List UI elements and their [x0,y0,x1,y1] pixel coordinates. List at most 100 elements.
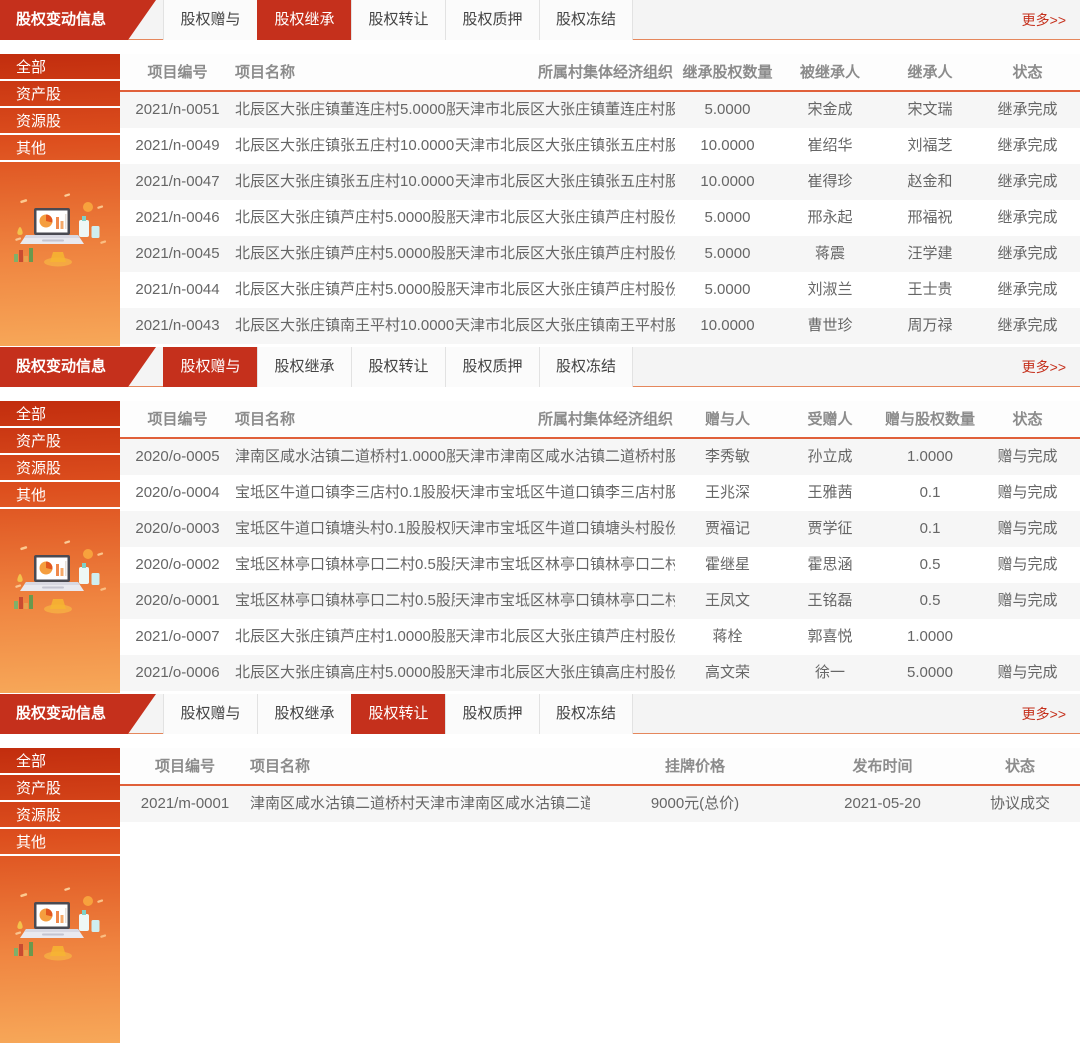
table-row[interactable]: 2020/o-0001 宝坻区林亭口镇林亭口二村0.5股股权赠与...天津市宝坻区… [120,583,1080,619]
table-cell: 赠与完成 [997,592,1058,609]
table-cell: 0.5 [919,592,941,609]
table-cell: 5.0000 [704,209,751,226]
table-cell: 王雅茜 [807,484,853,501]
sidebar-item-all[interactable]: 全部 [0,748,120,775]
table-row[interactable]: 2020/o-0002 宝坻区林亭口镇林亭口二村0.5股股权赠与...天津市宝坻区… [120,547,1080,583]
table-cell: 赠与完成 [997,520,1058,537]
sidebar-item-resource[interactable]: 资源股 [0,455,120,482]
table-header-row: 项目编号 项目名称 所属村集体经济组织 赠与人 受赠人 赠与股权数量 状态 [120,401,1080,439]
table-cell: 崔得珍 [807,173,853,190]
tab-bar: 股权赠与 股权继承 股权转让 股权质押 股权冻结 [163,694,633,734]
sidebar-item-all[interactable]: 全部 [0,401,120,428]
table-cell: 10.0000 [700,173,755,190]
tab-equity-pledge[interactable]: 股权质押 [445,347,539,387]
table-cell: 2020/o-0004 [135,484,220,501]
table-cell: 北辰区大张庄镇高庄村5.0000股股权赠与... [235,664,455,681]
col-header: 项目编号 [147,64,208,81]
transfer-table: 项目编号 项目名称 挂牌价格 发布时间 状态 2021/m-0001 津南区咸水沽… [120,748,1080,1043]
table-row[interactable]: 2020/o-0005 津南区咸水沽镇二道桥村1.0000股股权赠...天津市津南… [120,439,1080,475]
panel-inheritance: 股权变动信息 股权赠与 股权继承 股权转让 股权质押 股权冻结 更多>> 全部 … [0,0,1080,346]
table-cell: 王士贵 [907,281,953,298]
table-row[interactable]: 2021/n-0049 北辰区大张庄镇张五庄村10.0000股股权继...天津市北… [120,128,1080,164]
tab-equity-pledge[interactable]: 股权质押 [445,694,539,734]
table-cell: 2021/n-0045 [135,245,220,262]
table-cell: 宝坻区林亭口镇林亭口二村0.5股股权赠与... [235,592,455,609]
table-row[interactable]: 2021/n-0045 北辰区大张庄镇芦庄村5.0000股股权继承...天津市北辰… [120,236,1080,272]
table-cell: 10.0000 [700,317,755,334]
table-cell: 李秀敏 [704,448,750,465]
table-cell: 北辰区大张庄镇芦庄村1.0000股股权赠与... [235,628,455,645]
table-cell: 霍继星 [704,556,750,573]
table-cell: 北辰区大张庄镇南王平村10.0000股股权继... [235,317,455,334]
table-cell: 10.0000 [700,137,755,154]
table-cell: 王兆深 [704,484,750,501]
tab-equity-gift[interactable]: 股权赠与 [163,347,257,387]
table-cell: 蒋栓 [712,628,743,645]
sidebar-item-other[interactable]: 其他 [0,482,120,509]
table-cell: 宝坻区牛道口镇塘头村0.1股股权赠与项目 [235,520,455,537]
section-header: 股权变动信息 股权赠与 股权继承 股权转让 股权质押 股权冻结 更多>> [0,694,1080,734]
tab-equity-transfer[interactable]: 股权转让 [351,0,445,40]
panel-gift: 股权变动信息 股权赠与 股权继承 股权转让 股权质押 股权冻结 更多>> 全部 … [0,347,1080,693]
category-sidebar: 全部 资产股 资源股 其他 [0,401,120,693]
tab-equity-inherit[interactable]: 股权继承 [257,694,351,734]
more-link[interactable]: 更多>> [1021,359,1066,375]
table-cell: 天津市北辰区大张庄镇芦庄村股份... [455,209,675,226]
table-cell: 赠与完成 [997,448,1058,465]
section-body: 全部 资产股 资源股 其他 [0,401,1080,693]
tab-equity-inherit[interactable]: 股权继承 [257,347,351,387]
table-row[interactable]: 2021/o-0007 北辰区大张庄镇芦庄村1.0000股股权赠与...天津市北辰… [120,619,1080,655]
tab-equity-inherit[interactable]: 股权继承 [257,0,351,40]
col-header: 赠与股权数量 [884,411,975,428]
sidebar-item-resource[interactable]: 资源股 [0,802,120,829]
tab-equity-gift[interactable]: 股权赠与 [163,0,257,40]
table-header-row: 项目编号 项目名称 挂牌价格 发布时间 状态 [120,748,1080,786]
table-cell: 2021/n-0044 [135,281,220,298]
more-link[interactable]: 更多>> [1021,706,1066,722]
sidebar-item-asset[interactable]: 资产股 [0,775,120,802]
table-cell: 天津市北辰区大张庄镇芦庄村股份... [455,245,675,262]
more-link[interactable]: 更多>> [1021,12,1066,28]
table-cell: 周万禄 [907,317,953,334]
table-cell: 5.0000 [704,101,751,118]
table-cell: 北辰区大张庄镇芦庄村5.0000股股权继承... [235,245,455,262]
sidebar-item-asset[interactable]: 资产股 [0,428,120,455]
tab-equity-freeze[interactable]: 股权冻结 [539,694,633,734]
table-cell: 2021/o-0006 [135,664,220,681]
tab-equity-gift[interactable]: 股权赠与 [163,694,257,734]
category-sidebar: 全部 资产股 资源股 其他 [0,54,120,346]
table-cell: 赠与完成 [997,484,1058,501]
table-cell: 北辰区大张庄镇芦庄村5.0000股股权继承... [235,281,455,298]
sidebar-item-asset[interactable]: 资产股 [0,81,120,108]
table-row[interactable]: 2021/m-0001 津南区咸水沽镇二道桥村天津市津南区咸水沽镇二道桥村股份经.… [120,786,1080,822]
sidebar-item-resource[interactable]: 资源股 [0,108,120,135]
sidebar-item-other[interactable]: 其他 [0,829,120,856]
table-row[interactable]: 2021/n-0044 北辰区大张庄镇芦庄村5.0000股股权继承...天津市北辰… [120,272,1080,308]
table-cell: 2021/n-0051 [135,101,220,118]
table-cell: 继承完成 [997,101,1058,118]
table-cell: 刘福芝 [907,137,953,154]
table-row[interactable]: 2021/o-0006 北辰区大张庄镇高庄村5.0000股股权赠与...天津市北辰… [120,655,1080,691]
tab-equity-transfer[interactable]: 股权转让 [351,694,445,734]
charts-illustration [12,886,108,970]
tab-equity-pledge[interactable]: 股权质押 [445,0,539,40]
table-row[interactable]: 2021/n-0047 北辰区大张庄镇张五庄村10.0000股股权继...天津市北… [120,164,1080,200]
tab-equity-freeze[interactable]: 股权冻结 [539,347,633,387]
table-row[interactable]: 2020/o-0004 宝坻区牛道口镇李三店村0.1股股权赠与项目天津市宝坻区牛道… [120,475,1080,511]
table-cell: 汪学建 [907,245,953,262]
sidebar-item-all[interactable]: 全部 [0,54,120,81]
table-cell [980,619,1075,655]
table-cell: 继承完成 [997,245,1058,262]
table-cell: 协议成交 [989,795,1050,812]
col-header: 受赠人 [807,411,853,428]
table-cell: 2021-05-20 [844,795,921,812]
tab-equity-freeze[interactable]: 股权冻结 [539,0,633,40]
table-row[interactable]: 2021/n-0046 北辰区大张庄镇芦庄村5.0000股股权继承...天津市北辰… [120,200,1080,236]
table-row[interactable]: 2020/o-0003 宝坻区牛道口镇塘头村0.1股股权赠与项目天津市宝坻区牛道口… [120,511,1080,547]
table-cell: 津南区咸水沽镇二道桥村天津市津南区咸水沽镇二道桥村股份经... [250,795,590,812]
sidebar-item-other[interactable]: 其他 [0,135,120,162]
table-cell: 天津市北辰区大张庄镇张五庄村股... [455,137,675,154]
table-row[interactable]: 2021/n-0051 北辰区大张庄镇董连庄村5.0000股股权继...天津市北辰… [120,92,1080,128]
table-row[interactable]: 2021/n-0043 北辰区大张庄镇南王平村10.0000股股权继...天津市北… [120,308,1080,344]
tab-equity-transfer[interactable]: 股权转让 [351,347,445,387]
